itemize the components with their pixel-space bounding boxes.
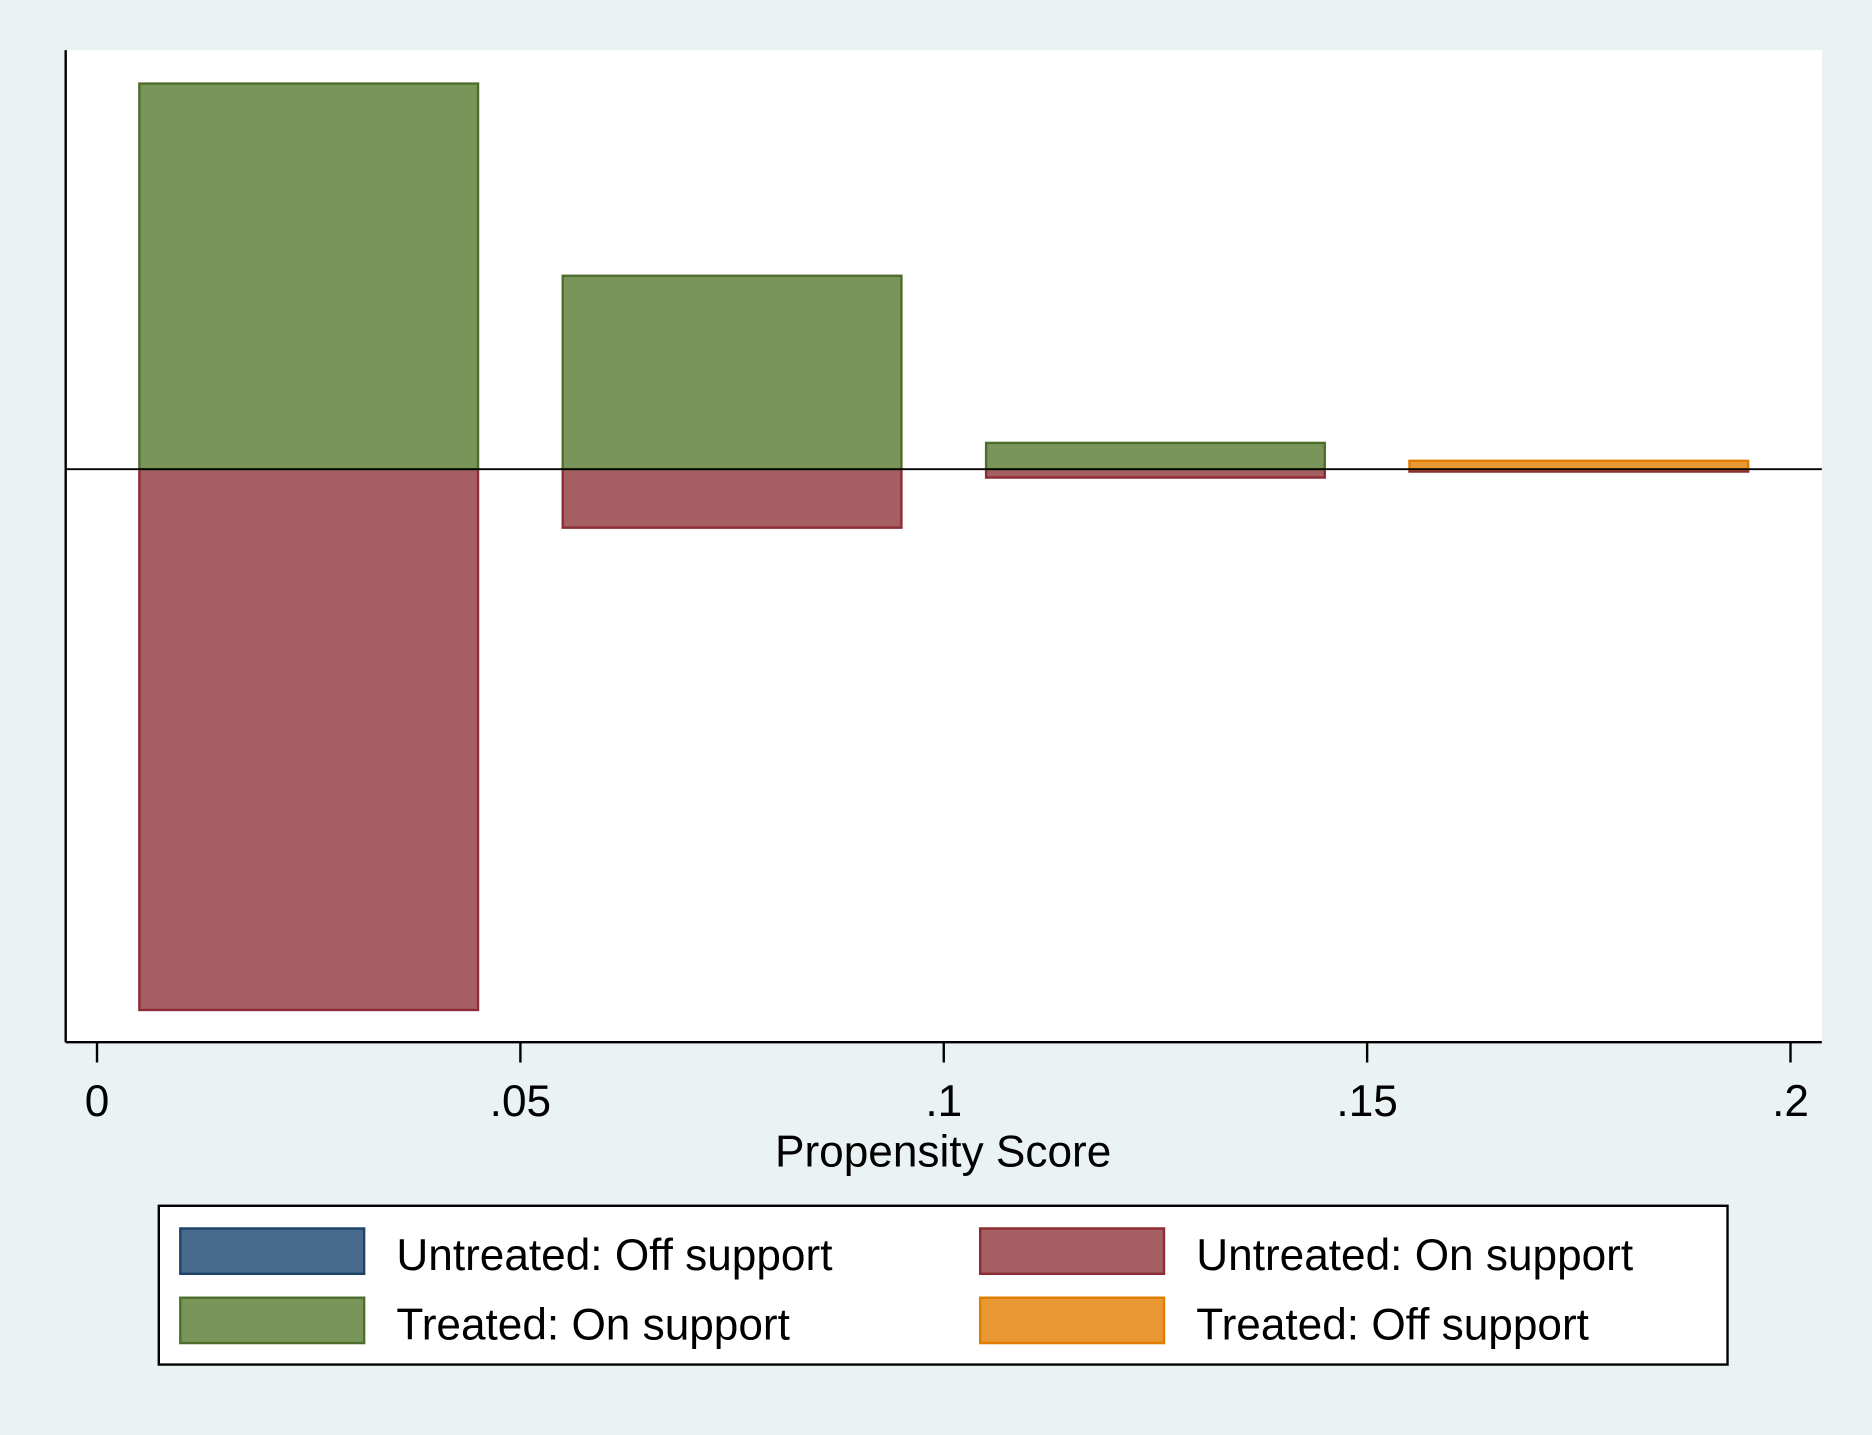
legend-label: Treated: Off support [1196,1300,1589,1349]
legend-label: Untreated: Off support [396,1231,832,1280]
bar-treated-on-support-2 [984,441,1326,471]
legend-box [157,1204,1729,1366]
bar-untreated-on-support-1 [561,467,903,529]
legend: Untreated: Off support Untreated: On supp… [157,1204,1729,1366]
x-tick-label: .15 [1336,1077,1397,1126]
legend-swatch [978,1227,1166,1276]
legend-swatch [179,1296,366,1345]
legend-swatch [179,1227,366,1276]
x-tick-label: .05 [490,1077,551,1126]
legend-swatch [978,1296,1166,1345]
bars-group [138,82,1750,1012]
bar-treated-off-support-3 [1408,459,1750,471]
bar-untreated-on-support-0 [138,467,480,1012]
bar-untreated-on-support-2 [984,467,1326,479]
bar-treated-on-support-0 [138,82,480,471]
x-tick-label: .1 [925,1077,962,1126]
x-tick-label: .2 [1772,1077,1809,1126]
x-axis-label: Propensity Score [775,1127,1111,1176]
x-ticks: 0 .05 .1 .15 .2 [85,1042,1809,1126]
x-tick-label: 0 [85,1077,110,1126]
legend-label: Untreated: On support [1196,1231,1633,1280]
bar-treated-on-support-1 [561,274,903,471]
legend-label: Treated: On support [396,1300,790,1349]
